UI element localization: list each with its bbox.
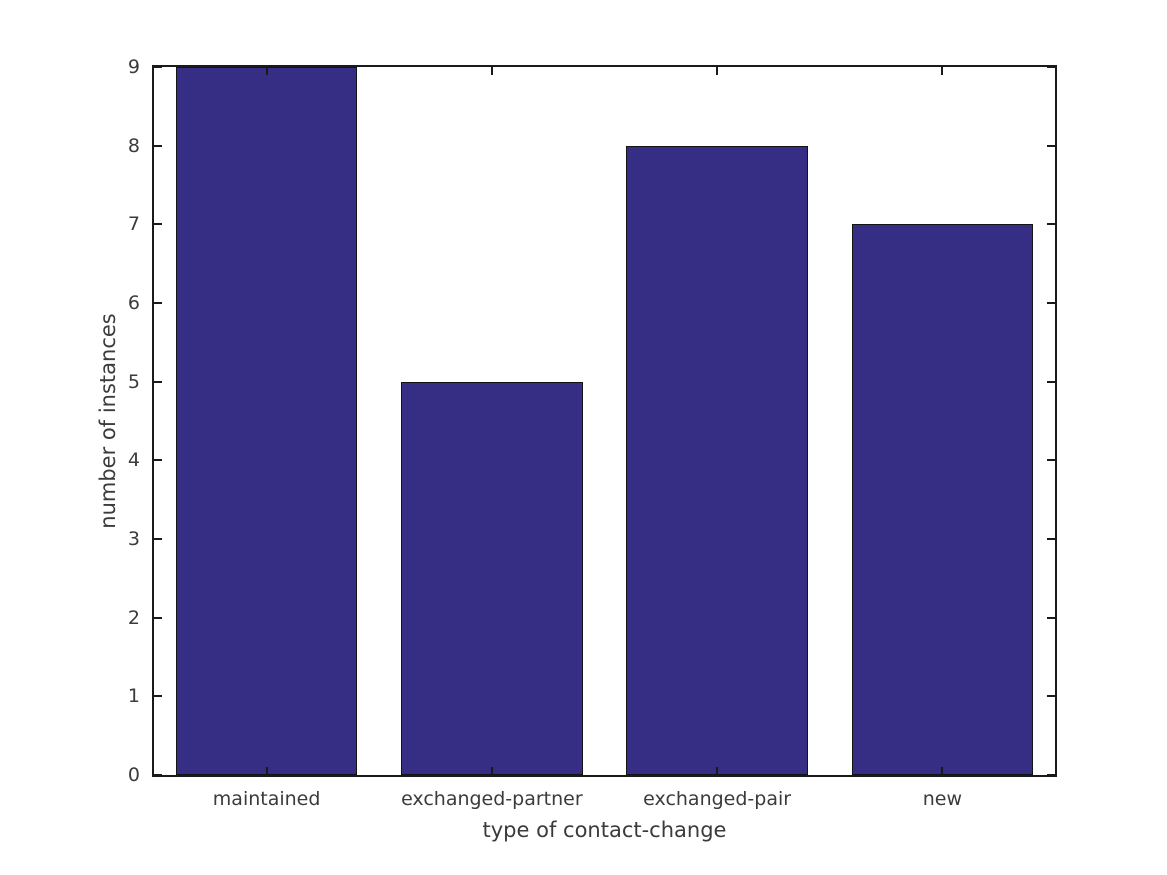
x-tick-label: new <box>922 788 963 810</box>
y-tick-left <box>154 144 162 147</box>
y-tick-left <box>154 223 162 226</box>
bar-exchanged-partner <box>401 381 583 775</box>
x-tick-label: exchanged-pair <box>643 788 792 810</box>
x-tick-top <box>941 67 944 75</box>
x-tick-top <box>490 67 493 75</box>
y-tick-right <box>1047 380 1055 383</box>
y-tick-left <box>154 66 162 68</box>
y-tick-right <box>1047 695 1055 698</box>
x-tick-top <box>265 67 268 75</box>
y-tick-label: 2 <box>127 606 140 629</box>
y-tick-right <box>1047 459 1055 462</box>
y-tick-left <box>154 538 162 540</box>
y-tick-left <box>154 774 162 776</box>
y-tick-right <box>1047 616 1055 619</box>
x-tick-top <box>716 67 719 75</box>
x-tick-bottom <box>265 767 268 775</box>
y-tick-label: 9 <box>127 56 140 78</box>
y-tick-left <box>154 695 162 698</box>
y-axis-label: number of instances <box>96 313 120 529</box>
y-tick-right <box>1047 66 1055 68</box>
bar-maintained <box>175 67 358 775</box>
y-tick-label: 8 <box>127 134 140 157</box>
y-tick-right <box>1047 774 1055 776</box>
y-tick-right <box>1047 144 1055 147</box>
y-tick-label: 5 <box>127 370 140 393</box>
x-axis-label: type of contact-change <box>482 818 727 842</box>
y-tick-left <box>154 380 162 383</box>
y-tick-label: 1 <box>127 685 140 708</box>
y-tick-left <box>154 302 162 304</box>
y-tick-label: 7 <box>127 213 140 236</box>
y-tick-left <box>154 616 162 619</box>
y-tick-label: 0 <box>127 764 140 786</box>
plot-area <box>152 65 1057 777</box>
y-tick-label: 4 <box>127 449 140 472</box>
y-tick-label: 6 <box>127 292 140 314</box>
x-tick-bottom <box>490 767 493 775</box>
y-tick-right <box>1047 538 1055 540</box>
y-tick-right <box>1047 223 1055 226</box>
x-tick-label: maintained <box>212 788 321 810</box>
x-tick-bottom <box>716 767 719 775</box>
y-tick-label: 3 <box>127 528 140 550</box>
y-tick-right <box>1047 302 1055 304</box>
bar-exchanged-pair <box>626 145 808 775</box>
x-tick-label: exchanged-partner <box>401 788 583 810</box>
y-tick-left <box>154 459 162 462</box>
bar-new <box>851 224 1034 775</box>
x-tick-bottom <box>941 767 944 775</box>
